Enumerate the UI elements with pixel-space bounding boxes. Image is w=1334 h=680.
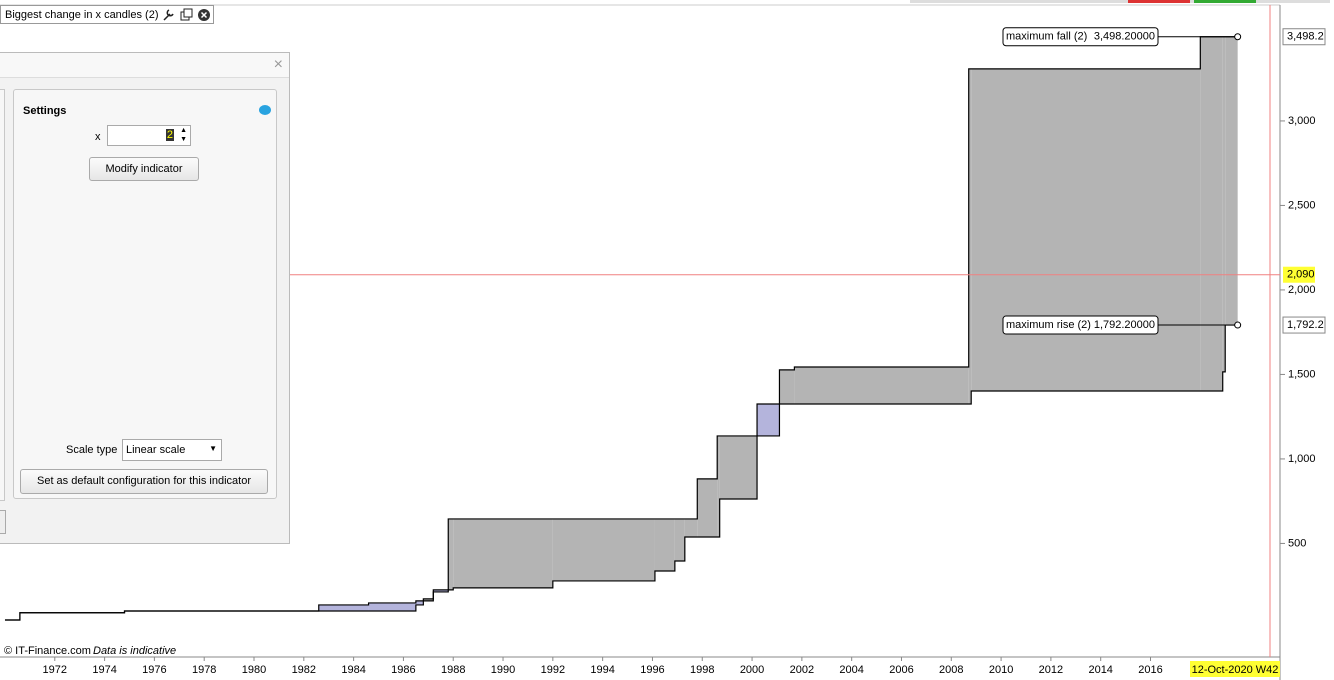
indicator-title: Biggest change in x candles (2) [5,9,159,21]
help-icon[interactable] [258,104,272,116]
fill-band [717,435,720,538]
modify-button[interactable]: Modify indicator [89,157,199,181]
y-tick-label: 2,000 [1288,284,1316,296]
tab-icons [163,8,210,21]
fill-band [719,435,758,499]
left-panel-edge [0,89,5,501]
label-box [1002,27,1159,47]
x-tick-label: 1980 [242,664,266,676]
y-tick-label: 2,500 [1288,199,1316,211]
fill-band [1200,36,1223,391]
series-end-value: 3,498.20000 [1094,31,1155,43]
x-tick-label: 1994 [590,664,614,676]
fill-band [433,589,449,592]
settings-dialog: × Settings x 2 ▲ ▼ Modify indicator Scale… [0,52,290,544]
fill-band [971,68,1201,391]
fill-band [415,600,424,605]
disclaimer: Data is indicative [93,645,176,657]
y-tick-label: 500 [1288,537,1306,549]
axis-tag-box [1282,316,1326,334]
series-name: maximum fall (2) [1006,31,1087,43]
series-name: maximum rise (2) [1006,319,1091,331]
x-tick-label: 2006 [889,664,913,676]
close-button[interactable]: × [273,56,283,73]
axis-tag: 1,792.2 [1287,319,1324,331]
scale-value: Linear scale [126,444,186,456]
x-tick-label: 2012 [1039,664,1063,676]
settings-heading: Settings [23,105,67,117]
fill-band [448,518,454,590]
x-tick-label: 1978 [192,664,216,676]
y-tick-label: 1,500 [1288,368,1316,380]
fill-band [453,518,553,588]
indicator-tab[interactable]: Biggest change in x candles (2) [0,5,214,24]
scale-type-label: Scale type [66,444,118,456]
x-tick-label: 1974 [92,664,116,676]
green-button[interactable] [1194,0,1256,3]
x-tick-label: 1990 [491,664,515,676]
fill-band [968,68,972,405]
x-tick-label: 1982 [292,664,316,676]
series-end-value: 1,792.20000 [1094,319,1155,331]
end-point [1234,33,1242,41]
end-point [1234,321,1242,329]
crosshair-tag: 2,090 [1287,269,1315,281]
x-value: 2 [165,129,174,141]
scale-select[interactable]: Linear scale ▼ [122,439,222,461]
fill-band [552,518,655,581]
fill-band [318,604,369,612]
axis-tag-box [1282,28,1326,46]
x-tick-label: 1992 [541,664,565,676]
fill-band [684,518,698,538]
x-input[interactable]: 2 ▲ ▼ [107,125,191,146]
x-tick-label: 1996 [640,664,664,676]
y-tick-label: 1,000 [1288,453,1316,465]
x-tick-label: 2016 [1138,664,1162,676]
series-line [4,36,1239,621]
fill-band [757,404,780,436]
label-box [1002,315,1159,335]
fill-band [654,518,675,571]
x-tick-label: 2010 [989,664,1013,676]
x-tick-label: 2014 [1088,664,1112,676]
wrench-icon[interactable] [163,9,174,21]
settings-box: Settings x 2 ▲ ▼ Modify indicator Scale t… [13,89,277,499]
x-tick-label: 2002 [790,664,814,676]
x-tick-label: 2000 [740,664,764,676]
fill-band [368,602,416,612]
x-label: x [95,131,101,143]
crosshair-tag-box [1283,266,1315,283]
top-toolbar [910,0,1330,3]
series-line [4,324,1239,621]
x-tick-label: 1984 [341,664,365,676]
red-button[interactable] [1128,0,1190,3]
x-tick-label: 1988 [441,664,465,676]
fill-band [1225,36,1238,326]
fill-band [1222,36,1226,372]
x-tick-label: 2008 [939,664,963,676]
x-cursor-label: 12-Oct-2020 W42 [1192,664,1279,676]
x-tick-label: 1972 [43,664,67,676]
x-tick-label: 1998 [690,664,714,676]
x-tick-label: 2004 [839,664,863,676]
fill-band [674,518,685,562]
x-tick-label: 1976 [142,664,166,676]
fill-band [423,598,434,601]
copyright: © IT-Finance.com [4,645,91,657]
default-button[interactable]: Set as default configuration for this in… [20,469,268,494]
y-tick-label: 3,000 [1288,115,1316,127]
fill-band [697,478,718,538]
axis-tag: 3,498.2 [1287,31,1324,43]
fill-band [779,369,795,405]
x-tick-label: 1986 [391,664,415,676]
x-cursor-box [1190,661,1280,677]
fill-band [794,366,969,405]
